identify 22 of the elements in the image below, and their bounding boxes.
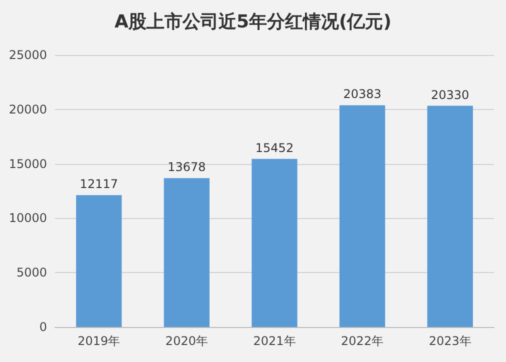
y-tick-label: 5000 <box>16 266 47 280</box>
x-tick-label: 2022年 <box>341 334 384 348</box>
bar <box>427 106 473 327</box>
bar <box>164 178 210 327</box>
data-label: 20330 <box>431 88 470 102</box>
data-label: 20383 <box>343 87 382 102</box>
bar <box>252 158 298 327</box>
y-tick-label: 0 <box>39 320 47 334</box>
x-tick-label: 2020年 <box>165 334 208 348</box>
y-tick-label: 20000 <box>8 102 47 116</box>
data-label: 13678 <box>168 160 206 174</box>
y-tick-label: 25000 <box>8 48 47 62</box>
data-label: 15452 <box>255 140 294 155</box>
bar <box>76 195 122 327</box>
y-tick-label: 10000 <box>8 211 47 226</box>
x-tick-label: 2021年 <box>253 334 296 348</box>
y-tick-label: 15000 <box>8 156 47 171</box>
x-tick-label: 2023年 <box>428 334 472 348</box>
x-tick-label: 2019年 <box>78 334 120 348</box>
bar <box>339 105 386 327</box>
data-label: 12117 <box>80 177 118 192</box>
chart-title: A股上市公司近5年分红情况(亿元) <box>114 12 392 32</box>
